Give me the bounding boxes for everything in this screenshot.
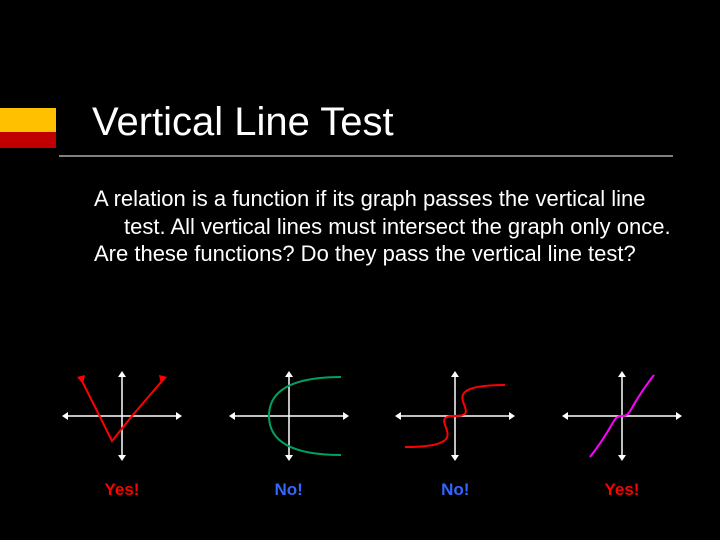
slide-title: Vertical Line Test [92,100,394,145]
label-2: No! [219,480,359,500]
body-p1: A relation is a function if its graph pa… [94,185,674,240]
label-1: Yes! [52,480,192,500]
graph-3 [385,366,525,466]
graph-2 [219,366,359,466]
labels-row: Yes! No! No! Yes! [52,480,692,500]
label-3: No! [385,480,525,500]
body-p2: Are these functions? Do they pass the ve… [94,240,674,268]
accent-block [0,108,56,148]
graph-1 [52,366,192,466]
body-text: A relation is a function if its graph pa… [94,185,674,268]
accent-bottom [0,132,56,148]
graphs-row [52,366,692,466]
title-underline [59,155,673,157]
label-4: Yes! [552,480,692,500]
accent-top [0,108,56,132]
graph-4 [552,366,692,466]
